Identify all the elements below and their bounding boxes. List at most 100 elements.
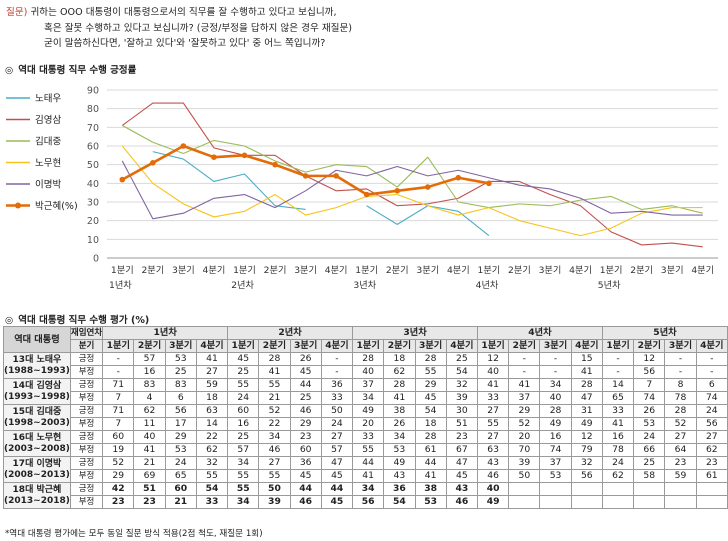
legend-label: 김대중 <box>35 136 61 148</box>
table-cell: 6 <box>695 378 728 392</box>
table-cell: 21 <box>164 495 197 509</box>
x-tick-label: 4분기 <box>325 265 348 276</box>
table-cell: 46 <box>476 469 510 483</box>
table-cell: - <box>664 365 697 379</box>
table-cell: 53 <box>414 495 447 509</box>
table-cell: 25 <box>227 430 260 444</box>
table-cell: 74 <box>695 391 728 405</box>
table-cell: 45 <box>289 469 322 483</box>
table-row: 15대 김대중 (1998~2003) 긍정 71 62 56 63 60 52 46 50 49 38… <box>3 404 728 431</box>
table-cell: - <box>320 365 354 379</box>
table-row: 부정 7 11 17 14 16 22 29 24 20 26 18 51 55 52 49 49 41 53 52 5… <box>4 417 728 431</box>
quarter-header: 1분기 <box>102 339 135 353</box>
table-cell: - <box>695 352 728 366</box>
president-term: (1993~1998) <box>4 391 70 402</box>
quarter-header: 3분기 <box>164 339 197 353</box>
table-cell: 36 <box>320 378 354 392</box>
table-cell <box>664 482 697 496</box>
table-cell: 12 <box>633 352 666 366</box>
y-tick-label: 60 <box>87 142 99 153</box>
table-cell: 40 <box>476 482 510 496</box>
x-tick-label: 4분기 <box>569 265 592 276</box>
table-cell: 36 <box>289 456 322 470</box>
table-cell: 25 <box>633 456 666 470</box>
series-line <box>121 160 703 220</box>
quarter-header: 1분기 <box>476 339 510 353</box>
quarter-header: 4분기 <box>445 339 478 353</box>
table-cell: 62 <box>195 443 229 457</box>
table-cell: 23 <box>289 430 322 444</box>
table-cell: 55 <box>258 378 291 392</box>
table-cell: 40 <box>352 365 385 379</box>
legend-label: 이명박 <box>35 180 61 191</box>
table-cell: 28 <box>570 378 603 392</box>
table-cell: 26 <box>383 417 416 431</box>
table-cell: 51 <box>445 417 478 431</box>
y-tick-label: 40 <box>87 179 99 190</box>
x-year-label: 4년차 <box>476 279 499 291</box>
table-cell: 49 <box>383 456 416 470</box>
table-cell <box>570 482 603 496</box>
table-row: 16대 노무현 (2003~2008) 긍정 60 40 29 22 25 34 23 27 33 34… <box>3 430 728 457</box>
table-cell: 78 <box>601 443 635 457</box>
question-line-2: 혹은 잘못 수행하고 있다고 보십니까? (긍정/부정을 답하지 않은 경우 재… <box>44 22 353 34</box>
table-cell <box>601 482 635 496</box>
quarter-header: 2분기 <box>508 339 541 353</box>
series-point <box>119 176 126 183</box>
table-cell: 39 <box>258 495 291 509</box>
table-cell: 44 <box>320 482 354 496</box>
table-cell: 24 <box>633 430 666 444</box>
table-cell: 43 <box>445 482 478 496</box>
table-cell: 69 <box>133 469 166 483</box>
x-tick-label: 4분기 <box>447 265 470 276</box>
table-cell: 40 <box>476 365 510 379</box>
y-tick-label: 90 <box>87 86 99 97</box>
metric-label: 긍정 <box>69 378 104 392</box>
table-cell: - <box>508 365 541 379</box>
table-cell: - <box>601 365 635 379</box>
x-tick-label: 2분기 <box>386 265 409 276</box>
quarter-header: 1분기 <box>227 339 260 353</box>
metric-label: 부정 <box>69 495 104 509</box>
table-cell: 56 <box>352 495 385 509</box>
table-cell: 49 <box>539 417 572 431</box>
table-cell: 55 <box>258 469 291 483</box>
table-cell: 14 <box>601 378 635 392</box>
table-cell: 16 <box>133 365 166 379</box>
table-cell: 40 <box>133 430 166 444</box>
table-cell: 33 <box>320 391 354 405</box>
series-point <box>424 184 431 190</box>
table-cell: 24 <box>695 404 728 418</box>
table-cell <box>633 482 666 496</box>
table-cell: 65 <box>164 469 197 483</box>
metric-label: 긍정 <box>69 456 104 470</box>
table-row: 14대 김영삼 (1993~1998) 긍정 71 83 83 59 55 55 44 36 37 28… <box>3 378 728 405</box>
table-cell: 28 <box>352 352 385 366</box>
table-cell: 12 <box>570 430 603 444</box>
term-year-header: 재임연차 <box>69 326 104 340</box>
legend-label: 노태우 <box>35 94 61 105</box>
table-cell: 55 <box>227 469 260 483</box>
table-cell: 29 <box>164 430 197 444</box>
table-cell: 44 <box>414 456 447 470</box>
table-cell: 34 <box>383 430 416 444</box>
x-tick-label: 3분기 <box>416 265 439 276</box>
series-line <box>121 102 703 248</box>
x-year-label: 1년차 <box>109 279 132 291</box>
table-cell: 32 <box>445 378 478 392</box>
table-cell: 57 <box>227 443 260 457</box>
table-cell: - <box>601 352 635 366</box>
president-term: (2003~2008) <box>4 443 70 454</box>
table-cell: 34 <box>227 456 260 470</box>
president-name: 14대 김영삼 <box>12 380 62 391</box>
table-cell: 29 <box>414 378 447 392</box>
table-cell: 47 <box>445 456 478 470</box>
table-cell: 45 <box>289 365 322 379</box>
table-cell: 27 <box>195 365 229 379</box>
table-cell: 55 <box>476 417 510 431</box>
table-cell: 38 <box>414 482 447 496</box>
quarter-header: 1분기 <box>601 339 635 353</box>
table-cell: 34 <box>352 482 385 496</box>
table-cell: 50 <box>320 404 354 418</box>
president-cell: 13대 노태우 (1988~1993) <box>3 352 71 379</box>
